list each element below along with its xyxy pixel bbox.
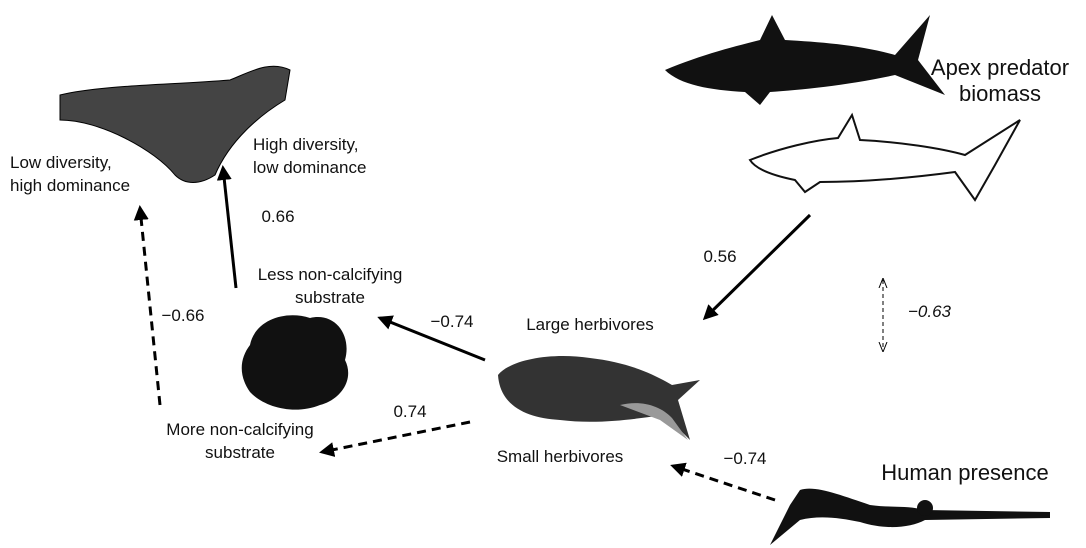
parrotfish <box>498 355 700 440</box>
node-label: High diversity, <box>253 135 359 154</box>
node-label: Small herbivores <box>497 447 624 466</box>
black-shark <box>665 15 945 105</box>
node-label: More non-calcifying <box>166 420 313 439</box>
coral-fan <box>59 65 291 183</box>
edge-label: 0.56 <box>703 247 736 266</box>
edge-label: 0.66 <box>261 207 294 226</box>
white-shark <box>748 112 1021 202</box>
edge-label: −0.66 <box>161 306 204 325</box>
diver <box>770 488 1050 545</box>
node-label: Low diversity, <box>10 153 112 172</box>
edge-label: −0.63 <box>908 302 952 321</box>
edge-label: −0.74 <box>723 449 766 468</box>
node-label: substrate <box>205 443 275 462</box>
algae <box>241 315 349 410</box>
node-label: substrate <box>295 288 365 307</box>
node-label: Large herbivores <box>526 315 654 334</box>
edge-label: 0.74 <box>393 402 426 421</box>
node-label: Less non-calcifying <box>258 265 403 284</box>
node-label: Human presence <box>881 460 1049 485</box>
node-label: low dominance <box>253 158 366 177</box>
node-label: high dominance <box>10 176 130 195</box>
arrows <box>133 165 883 502</box>
node-label: biomass <box>959 81 1041 106</box>
edge-label: −0.74 <box>430 312 473 331</box>
node-label: Apex predator <box>931 55 1069 80</box>
